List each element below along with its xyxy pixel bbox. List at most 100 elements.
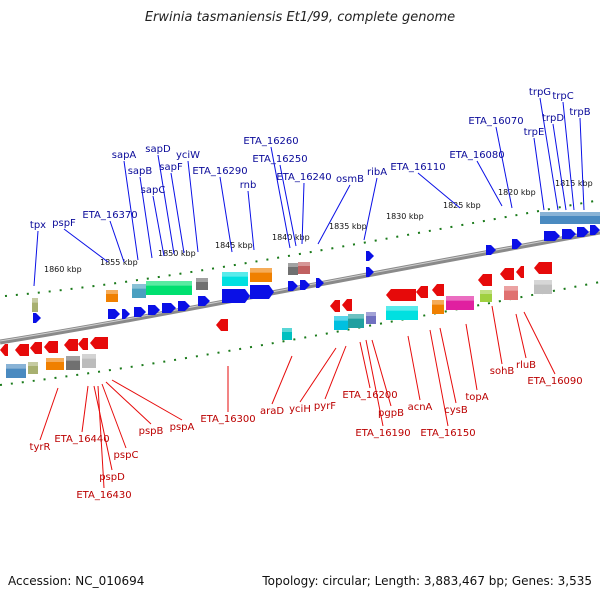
map-title: Erwinia tasmaniensis Et1/99, complete ge…: [144, 10, 456, 25]
forward-gene-label: sapC: [141, 185, 166, 196]
forward-gene-label: ETA_16240: [276, 172, 331, 183]
reverse-gene-arrow: [516, 266, 524, 278]
forward-feature-box: [222, 272, 248, 286]
reverse-gene-label: ETA_16150: [420, 428, 475, 439]
forward-gene-arrow: [316, 278, 324, 288]
forward-leader-line: [270, 146, 291, 249]
forward-gene-arrow: [562, 229, 576, 239]
reverse-leader-line: [407, 335, 421, 401]
forward-gene-label: trpD: [542, 113, 564, 124]
forward-gene-label: osmB: [336, 174, 364, 185]
reverse-leader-line: [465, 323, 478, 391]
reverse-feature-box: [82, 354, 96, 368]
forward-gene-label: ETA_16070: [468, 116, 523, 127]
reverse-gene-arrow: [30, 342, 42, 354]
forward-feature-box: [106, 290, 118, 302]
reverse-feature-box: [386, 306, 418, 320]
forward-leader-line: [123, 160, 139, 261]
forward-gene-label: ETA_16370: [82, 210, 137, 221]
forward-leader-line: [247, 190, 255, 251]
feature-box-shine: [28, 362, 38, 366]
reverse-leader-line: [101, 383, 127, 449]
forward-feature-box: [288, 263, 298, 275]
reverse-gene-arrow: [90, 337, 108, 349]
reverse-gene-arrow: [216, 319, 228, 331]
forward-feature-box: [298, 262, 310, 274]
ruler-tick-label: 1820 kbp: [498, 188, 536, 197]
feature-box-shine: [106, 290, 118, 294]
reverse-feature-box: [66, 356, 80, 370]
forward-gene-label: ETA_16250: [252, 154, 307, 165]
forward-leader-line: [552, 123, 567, 211]
reverse-feature-box: [480, 290, 492, 302]
forward-leader-line: [562, 101, 575, 211]
reverse-leader-line: [359, 341, 371, 389]
outer-tick-ring: [4, 199, 600, 297]
forward-gene-arrow: [162, 303, 176, 313]
forward-feature-box: [146, 281, 192, 295]
forward-gene-arrow: [300, 280, 310, 290]
reverse-leader-line: [105, 381, 152, 425]
reverse-gene-arrow: [432, 284, 444, 296]
ruler-tick-label: 1825 kbp: [443, 201, 481, 210]
forward-leader-line: [109, 220, 125, 263]
reverse-leader-line: [371, 339, 392, 407]
reverse-label-leaders: [39, 305, 556, 489]
reverse-leader-line: [324, 345, 347, 400]
feature-box-shine: [504, 286, 518, 291]
forward-gene-arrows: [33, 225, 600, 323]
reverse-gene-arrow: [342, 299, 352, 311]
feature-box-shine: [132, 284, 146, 289]
reverse-gene-arrow: [15, 344, 29, 356]
feature-box-shine: [446, 296, 474, 301]
ruler-tick-label: 1835 kbp: [329, 222, 367, 231]
reverse-gene-label: pspB: [139, 426, 164, 437]
forward-gene-label: rnb: [240, 180, 257, 191]
feature-box-shine: [6, 364, 26, 369]
forward-leader-line: [579, 117, 585, 211]
forward-leader-line: [152, 195, 165, 257]
reverse-gene-arrow: [500, 268, 514, 280]
ruler-tick-label: 1850 kbp: [158, 249, 196, 258]
reverse-gene-label: pgpB: [378, 408, 404, 419]
feature-box-shine: [32, 298, 38, 303]
reverse-leader-line: [271, 355, 293, 405]
reverse-feature-boxes: [6, 280, 552, 378]
reverse-leader-line: [491, 305, 503, 365]
forward-gene-label: ETA_16080: [449, 150, 504, 161]
reverse-gene-arrow: [78, 338, 88, 350]
forward-gene-arrow: [288, 281, 298, 291]
reverse-gene-label: pspC: [114, 450, 139, 461]
ruler-tick-label: 1840 kbp: [272, 233, 310, 242]
forward-gene-arrow: [366, 267, 374, 277]
reverse-feature-box: [446, 296, 474, 310]
feature-box-shine: [282, 328, 292, 332]
feature-box-shine: [366, 312, 376, 316]
forward-leader-line: [495, 126, 513, 209]
feature-box-shine: [298, 262, 310, 266]
feature-box-shine: [480, 290, 492, 294]
forward-leader-line: [476, 160, 503, 207]
reverse-feature-box: [534, 280, 552, 294]
reverse-feature-box: [504, 286, 518, 300]
reverse-leader-line: [439, 327, 457, 404]
reverse-leader-line: [523, 311, 556, 375]
reverse-gene-label: ETA_16190: [355, 428, 410, 439]
forward-leader-line: [301, 182, 305, 245]
feature-box-shine: [288, 263, 298, 267]
forward-gene-arrow: [250, 285, 274, 299]
ruler-tick-label: 1845 kbp: [215, 241, 253, 250]
reverse-leader-line: [93, 385, 113, 471]
forward-leader-line: [279, 164, 297, 247]
feature-box-shine: [196, 278, 208, 282]
forward-gene-label: sapD: [145, 144, 171, 155]
reverse-feature-box: [46, 358, 64, 370]
ruler-tick-label: 1830 kbp: [386, 212, 424, 221]
reverse-gene-arrow: [330, 300, 340, 312]
forward-gene-arrow: [366, 251, 374, 261]
forward-gene-label: trpB: [569, 107, 590, 118]
reverse-gene-arrow: [386, 289, 416, 301]
reverse-gene-arrow: [64, 339, 78, 351]
forward-gene-label: trpE: [524, 127, 545, 138]
feature-box-shine: [146, 281, 192, 286]
